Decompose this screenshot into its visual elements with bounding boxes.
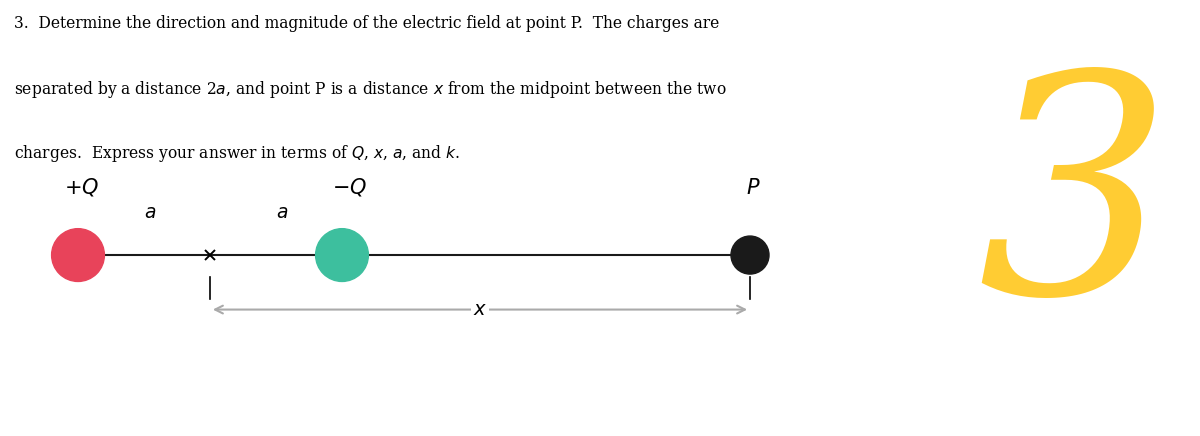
Text: $-Q$: $-Q$ (332, 177, 367, 198)
Text: $+Q$: $+Q$ (64, 177, 98, 198)
Text: $a$: $a$ (144, 203, 156, 222)
Ellipse shape (731, 236, 769, 274)
Ellipse shape (316, 228, 368, 282)
Text: 3: 3 (977, 61, 1171, 357)
Text: charges.  Express your answer in terms of $Q$, $x$, $a$, and $k$.: charges. Express your answer in terms of… (14, 143, 461, 164)
Text: $P$: $P$ (746, 178, 761, 198)
Text: $a$: $a$ (276, 203, 288, 222)
Ellipse shape (52, 228, 104, 282)
Text: 3.  Determine the direction and magnitude of the electric field at point P.  The: 3. Determine the direction and magnitude… (14, 15, 720, 32)
Text: separated by a distance 2$a$, and point P is a distance $x$ from the midpoint be: separated by a distance 2$a$, and point … (14, 79, 727, 100)
Text: $x$: $x$ (473, 300, 487, 319)
